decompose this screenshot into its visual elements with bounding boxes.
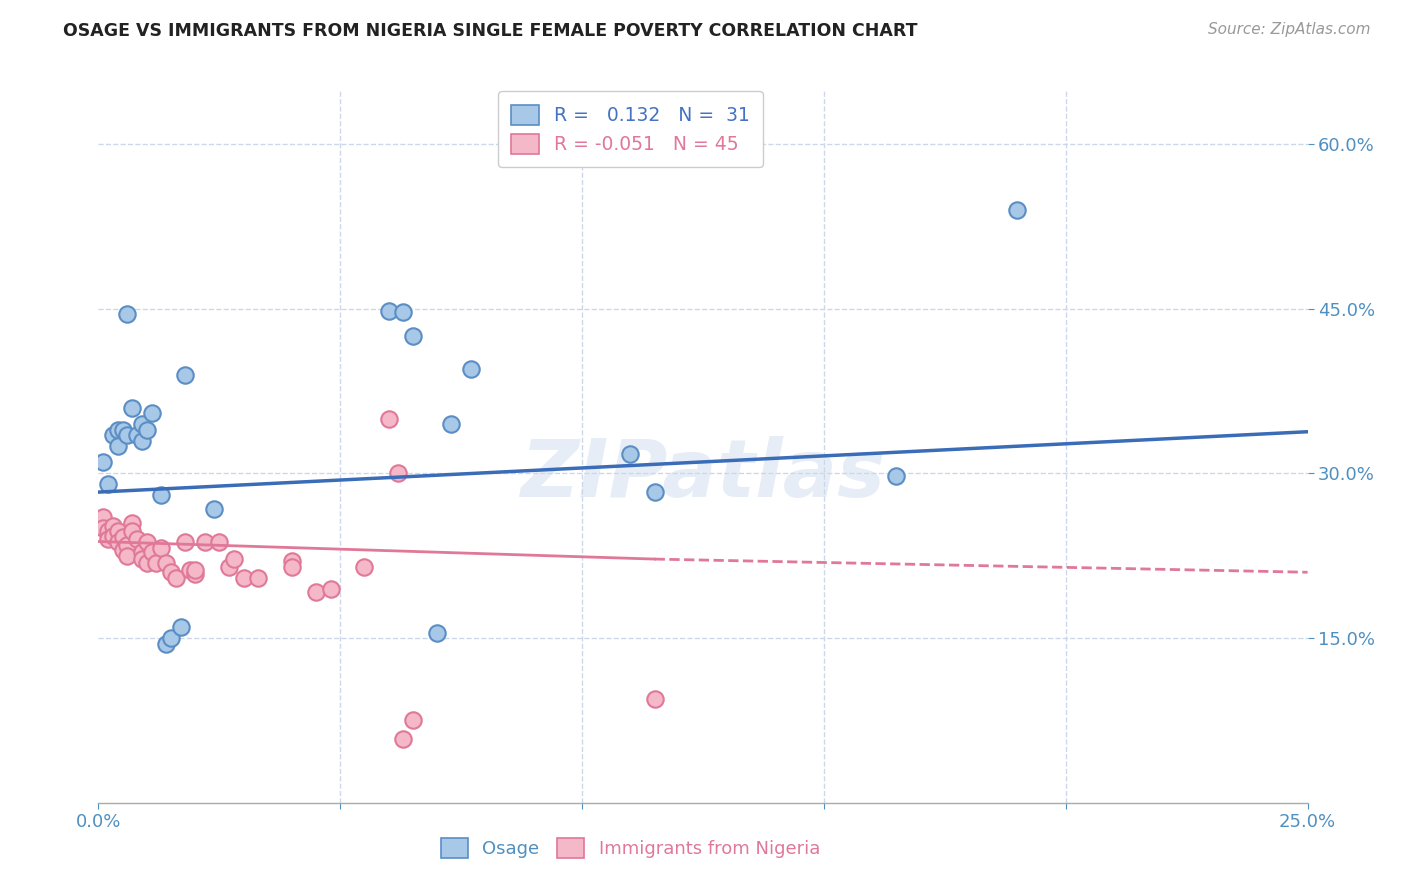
- Point: [387, 467, 409, 481]
- Point: [305, 585, 328, 599]
- Point: [111, 423, 134, 437]
- Point: [169, 620, 191, 634]
- Point: [101, 529, 124, 543]
- Point: [117, 538, 139, 552]
- Point: [117, 307, 139, 321]
- Point: [131, 552, 153, 566]
- Point: [184, 563, 207, 577]
- Point: [131, 434, 153, 448]
- Point: [131, 545, 153, 559]
- Point: [97, 524, 120, 538]
- Point: [440, 417, 463, 431]
- Point: [319, 582, 342, 596]
- Point: [107, 524, 129, 538]
- Point: [107, 423, 129, 437]
- Point: [141, 406, 163, 420]
- Point: [91, 521, 114, 535]
- Point: [131, 417, 153, 431]
- Point: [353, 559, 375, 574]
- Point: [117, 428, 139, 442]
- Point: [886, 468, 908, 483]
- Point: [644, 691, 666, 706]
- Point: [150, 488, 173, 502]
- Point: [160, 631, 183, 645]
- Point: [247, 571, 270, 585]
- Point: [121, 401, 143, 415]
- Point: [107, 439, 129, 453]
- Point: [91, 455, 114, 469]
- Point: [135, 534, 157, 549]
- Text: ZIPatlas: ZIPatlas: [520, 435, 886, 514]
- Point: [117, 549, 139, 563]
- Point: [141, 545, 163, 559]
- Point: [121, 516, 143, 530]
- Point: [165, 571, 187, 585]
- Point: [135, 557, 157, 571]
- Point: [107, 534, 129, 549]
- Point: [194, 534, 217, 549]
- Point: [281, 554, 304, 568]
- Point: [145, 557, 167, 571]
- Point: [111, 543, 134, 558]
- Point: [127, 428, 149, 442]
- Point: [377, 304, 399, 318]
- Point: [174, 534, 197, 549]
- Point: [204, 501, 226, 516]
- Point: [174, 368, 197, 382]
- Point: [127, 533, 149, 547]
- Point: [1007, 202, 1029, 217]
- Point: [222, 552, 245, 566]
- Point: [97, 533, 120, 547]
- Point: [392, 732, 415, 747]
- Point: [460, 362, 482, 376]
- Point: [619, 447, 641, 461]
- Legend: Osage, Immigrants from Nigeria: Osage, Immigrants from Nigeria: [433, 830, 828, 865]
- Point: [101, 428, 124, 442]
- Point: [111, 530, 134, 544]
- Point: [155, 557, 177, 571]
- Point: [135, 423, 157, 437]
- Point: [402, 714, 425, 728]
- Point: [426, 625, 449, 640]
- Point: [232, 571, 254, 585]
- Point: [218, 559, 240, 574]
- Point: [150, 541, 173, 555]
- Point: [160, 566, 183, 580]
- Point: [392, 305, 415, 319]
- Point: [281, 559, 304, 574]
- Text: OSAGE VS IMMIGRANTS FROM NIGERIA SINGLE FEMALE POVERTY CORRELATION CHART: OSAGE VS IMMIGRANTS FROM NIGERIA SINGLE …: [63, 22, 918, 40]
- Point: [208, 534, 231, 549]
- Point: [377, 411, 399, 425]
- Point: [179, 563, 201, 577]
- Point: [97, 477, 120, 491]
- Point: [155, 637, 177, 651]
- Point: [644, 485, 666, 500]
- Point: [91, 510, 114, 524]
- Point: [121, 524, 143, 538]
- Point: [101, 519, 124, 533]
- Point: [402, 329, 425, 343]
- Text: Source: ZipAtlas.com: Source: ZipAtlas.com: [1208, 22, 1371, 37]
- Point: [184, 567, 207, 582]
